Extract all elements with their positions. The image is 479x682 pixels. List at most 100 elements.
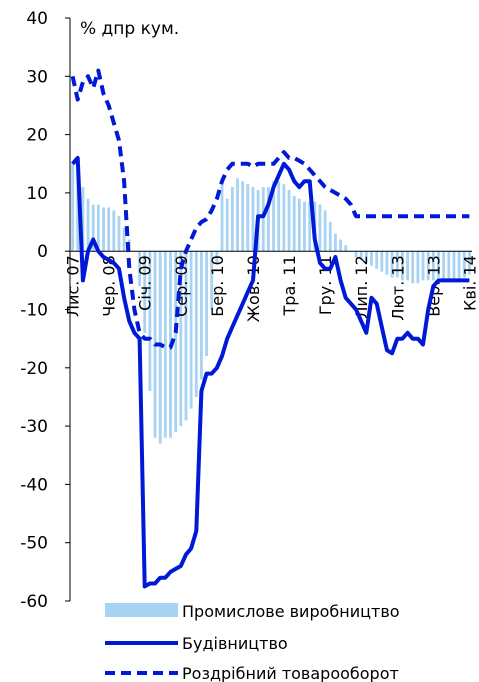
bar-industry <box>318 204 322 252</box>
bar-industry <box>107 207 111 252</box>
bar-industry <box>81 187 85 252</box>
bar-industry <box>364 251 368 263</box>
bar-industry <box>102 207 105 252</box>
x-tick-label: Лип. 12 <box>352 255 371 318</box>
bar-industry <box>385 251 389 275</box>
x-tick-label: Січ. 09 <box>136 255 155 311</box>
y-tick-label: 30 <box>26 67 48 87</box>
bar-industry <box>457 251 461 281</box>
plot-area: 40 30 20 10 0 -10 -20 -30 -40 -50 -60 Лис. 07 Чер. 0… <box>20 9 479 612</box>
bar-industry <box>303 201 306 252</box>
bar-industry <box>220 181 224 252</box>
bar-industry <box>390 251 394 278</box>
bar-industry <box>117 216 121 252</box>
legend-label-industry: Промислове виробництво <box>182 602 400 621</box>
bar-industry <box>225 198 229 252</box>
bar-industry <box>189 251 193 409</box>
bar-industry <box>370 251 373 266</box>
y-tick-label: 40 <box>26 9 48 29</box>
line-construction <box>71 155 470 589</box>
bar-industry <box>251 187 255 252</box>
bar-industry <box>452 251 456 281</box>
bar-industry <box>246 184 250 252</box>
bar-industry <box>380 251 384 272</box>
bar-industry <box>261 187 265 252</box>
bar-industry <box>308 201 312 252</box>
bar-industry <box>76 169 80 252</box>
x-tick-label: Лис. 07 <box>64 255 83 317</box>
bar-industry <box>86 198 90 252</box>
y-tick-label: -60 <box>20 592 48 612</box>
bar-industry <box>462 251 466 278</box>
bar-industry <box>194 251 198 397</box>
bar-industry <box>96 204 100 252</box>
legend-swatch-industry <box>105 603 178 617</box>
bar-industry <box>71 163 74 252</box>
bar-industry <box>91 204 95 252</box>
bar-industry <box>344 245 348 252</box>
y-axis-label: % дпр кум. <box>80 19 179 39</box>
legend-label-construction: Будівництво <box>182 634 288 653</box>
x-tick-label: Сер. 09 <box>172 255 191 317</box>
bar-industry <box>163 251 167 438</box>
bar-industry <box>447 251 451 281</box>
legend-label-retail: Роздрібний товарооборот <box>182 664 399 682</box>
bar-industry <box>354 251 358 258</box>
bar-industry <box>272 181 275 252</box>
bar-industry <box>241 181 245 252</box>
legend: Промислове виробництво Будівництво Роздр… <box>105 602 400 682</box>
bar-industry <box>375 251 379 269</box>
bar-industry <box>184 251 188 421</box>
x-tick-label: Жов. 10 <box>244 255 263 322</box>
bar-industry <box>416 251 420 284</box>
bar-industry <box>210 251 214 310</box>
y-tick-label: -40 <box>20 475 48 495</box>
bar-industry <box>174 251 178 432</box>
bar-industry <box>401 251 404 281</box>
x-tick-label: Тра. 11 <box>280 255 299 316</box>
bar-industry <box>200 251 203 380</box>
bar-industry <box>359 251 363 260</box>
bar-industry <box>236 178 239 252</box>
bar-industry <box>282 184 286 252</box>
bar-industry <box>215 251 219 263</box>
bar-industry <box>406 251 409 281</box>
bar-industry <box>442 251 446 281</box>
bar-industry <box>179 251 183 427</box>
bar-industry <box>339 239 342 252</box>
x-tick-label: Бер. 10 <box>208 255 227 317</box>
bar-industry <box>112 210 116 252</box>
bar-industry <box>287 189 291 252</box>
bar-industry <box>421 251 425 281</box>
y-tick-label: 0 <box>37 242 48 262</box>
bar-industry <box>437 251 440 278</box>
bar-industry <box>334 233 337 252</box>
bar-industry <box>431 251 435 281</box>
bar-industry <box>277 181 281 252</box>
bar-industry <box>323 210 327 252</box>
bar-industry <box>122 227 126 252</box>
bar-industry <box>297 198 301 252</box>
x-tick-label: Кві. 14 <box>460 255 479 311</box>
bar-industry <box>426 251 430 281</box>
x-tick-label: Чер. 08 <box>100 255 119 317</box>
bar-industry <box>148 251 152 392</box>
y-tick-label: 10 <box>26 184 48 204</box>
y-tick-label: -10 <box>20 301 48 321</box>
y-tick-label: -30 <box>20 417 48 437</box>
bar-industry <box>143 251 147 333</box>
bar-industry <box>395 251 399 278</box>
y-tick-label: -20 <box>20 359 48 379</box>
bar-industry <box>267 187 270 252</box>
bar-industry <box>468 251 471 275</box>
bar-industry <box>158 251 162 444</box>
bar-industry <box>230 187 234 252</box>
bar-industry <box>411 251 415 284</box>
y-tick-label: 20 <box>26 126 48 146</box>
bar-industry <box>292 195 296 252</box>
y-tick-label: -50 <box>20 534 48 554</box>
bar-industry <box>138 251 141 287</box>
bar-industry <box>328 222 332 252</box>
line-retail <box>70 68 470 350</box>
